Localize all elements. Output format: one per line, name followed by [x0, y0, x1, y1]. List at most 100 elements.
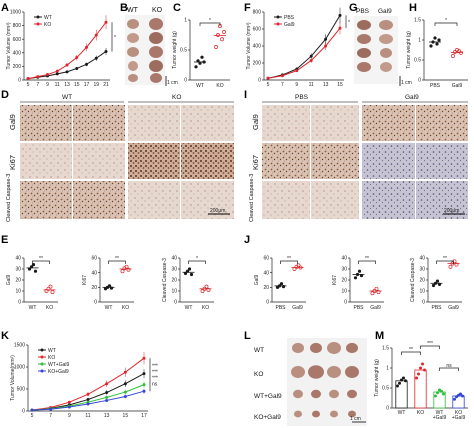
- data-point: [85, 62, 88, 66]
- y-tick-label: 10: [15, 289, 21, 295]
- sig-bracket: [188, 260, 206, 264]
- x-tick-label: 9: [295, 82, 298, 88]
- x-tick-label: 13: [104, 413, 110, 419]
- sig-bracket: [199, 22, 221, 26]
- y-tick-label: 1: [184, 18, 187, 24]
- legend-marker: [40, 369, 44, 373]
- sig-label: ***: [152, 364, 158, 370]
- y-axis-label: Tumor weight (g): [172, 31, 178, 69]
- sig-label: *: [196, 256, 198, 262]
- data-point: [216, 33, 220, 37]
- x-tick-label: 13: [323, 82, 329, 88]
- data-point: [109, 286, 114, 290]
- data-point: [359, 274, 364, 278]
- x-tick-label: 5: [267, 82, 270, 88]
- data-point: [454, 262, 459, 267]
- category-label: WT: [105, 305, 113, 311]
- data-point: [107, 284, 112, 288]
- y-axis-label: Ki67: [82, 275, 88, 285]
- panel-b-label-ko: KO: [152, 7, 163, 14]
- panel-letter-j: J: [244, 234, 250, 246]
- data-point: [196, 59, 200, 63]
- data-point: [194, 65, 198, 69]
- tumor: [312, 410, 320, 418]
- category-label: WT: [436, 410, 444, 416]
- panel-i-row-ki67: Ki67: [251, 155, 260, 170]
- panel-d-header-wt: WT: [62, 94, 72, 101]
- y-tick-label: 1000: [10, 10, 21, 16]
- x-tick-label: 15: [123, 413, 129, 419]
- legend-marker: [276, 15, 280, 19]
- data-point: [374, 286, 379, 291]
- data-point: [338, 13, 342, 17]
- data-point: [448, 264, 453, 269]
- panel-letter-h: H: [409, 2, 417, 14]
- category-label: WT: [185, 305, 193, 311]
- sig-label: **: [287, 256, 291, 262]
- chart-h-tumor-weight: 0 0.5 1 1.5 Tumor weight (g) PBS Gal9 *: [406, 18, 468, 89]
- sig-label: ns: [446, 363, 452, 369]
- data-point: [67, 400, 71, 404]
- legend-label: WT: [48, 348, 56, 354]
- sig-label: *: [348, 20, 350, 26]
- x-tick-label: 7: [49, 413, 52, 419]
- tumor: [346, 342, 358, 354]
- data-point: [105, 398, 109, 402]
- data-point: [94, 56, 98, 60]
- data-point: [65, 70, 69, 74]
- panel-l-scale: 1 cm: [350, 416, 361, 422]
- y-tick-label: 0.5: [414, 58, 421, 64]
- legend-marker: [36, 22, 40, 26]
- tumor: [294, 410, 302, 418]
- legend-label: WT: [44, 15, 52, 21]
- data-point: [398, 381, 401, 385]
- data-point: [123, 370, 127, 374]
- y-tick-label: 800: [13, 23, 22, 29]
- y-tick-label: 1: [418, 38, 421, 44]
- category-label: KO: [216, 83, 223, 89]
- series-line-PBS: [267, 15, 341, 79]
- panel-letter-g: G: [349, 2, 358, 14]
- data-point: [455, 48, 459, 52]
- sig-label: ***: [152, 370, 158, 376]
- data-point: [450, 261, 455, 266]
- y-tick-label: 40: [15, 256, 21, 262]
- sig-bracket: [401, 351, 421, 355]
- data-point: [214, 45, 218, 49]
- y-tick-label: 20: [15, 278, 21, 284]
- data-point: [440, 389, 443, 393]
- category-label: PBS: [430, 83, 441, 89]
- panel-letter-a: A: [1, 2, 9, 14]
- data-point: [296, 263, 301, 268]
- tumor: [327, 366, 341, 378]
- data-point: [104, 20, 108, 24]
- y-tick-label: 40: [263, 270, 269, 276]
- panel-b-scale: 1 cm: [167, 80, 178, 86]
- tumor: [291, 366, 305, 378]
- data-point: [198, 61, 202, 65]
- sig-label: ns: [152, 382, 158, 388]
- y-axis-label: Gal9: [254, 275, 260, 286]
- data-point: [402, 376, 405, 380]
- data-point: [222, 30, 226, 34]
- y-tick-label: 30: [341, 267, 347, 273]
- panel-letter-i: I: [244, 89, 247, 101]
- y-tick-label: 30: [15, 267, 21, 273]
- sig-label: **: [365, 256, 369, 262]
- sig-label: *: [209, 18, 211, 24]
- x-tick-label: 11: [309, 82, 314, 88]
- data-point: [185, 269, 190, 273]
- y-tick-label: 20: [341, 278, 347, 284]
- data-point: [396, 384, 399, 388]
- panel-l-tumors: [291, 342, 359, 418]
- category-label: PBS: [431, 305, 442, 311]
- data-point: [370, 291, 375, 296]
- y-tick-label: 0: [258, 78, 261, 84]
- sig-bracket: [439, 367, 459, 371]
- panel-letter-f: F: [244, 2, 251, 14]
- chart-a-tumor-volume: 0 200 400 600 800 1000 Tumor Volume (mm³) 5 7 9 11…: [6, 10, 116, 88]
- y-tick-label: 0: [18, 78, 21, 84]
- data-point: [105, 391, 109, 395]
- data-point: [277, 284, 282, 288]
- y-tick-label: 20: [263, 285, 269, 291]
